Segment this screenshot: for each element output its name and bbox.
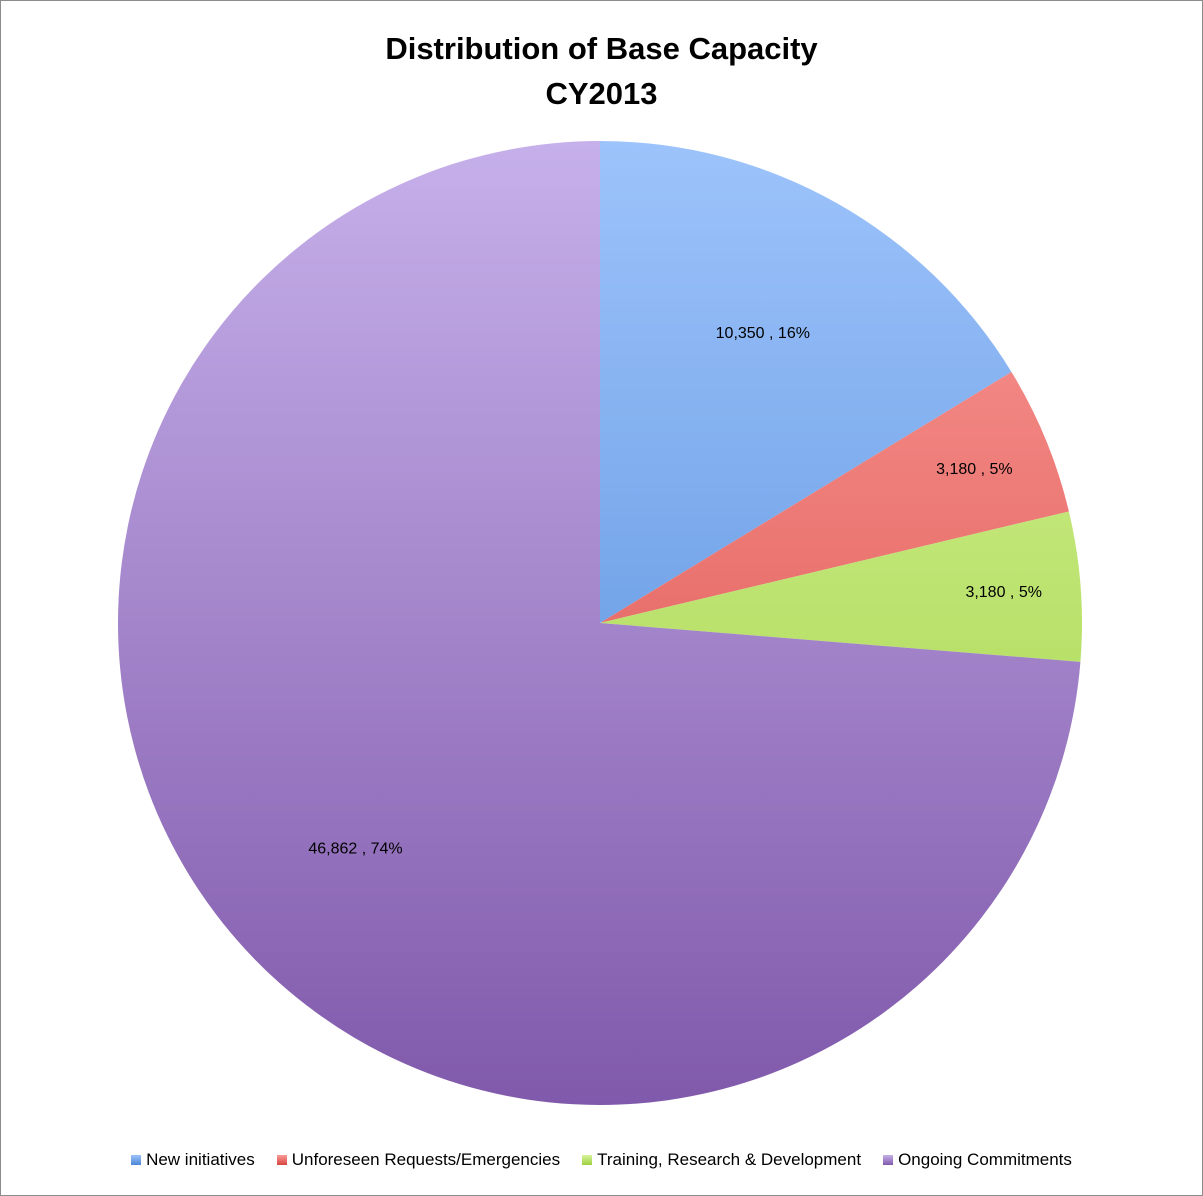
legend-item-1: New initiatives — [131, 1150, 255, 1170]
chart-title: Distribution of Base Capacity — [385, 31, 818, 66]
pie-slice-1 — [600, 141, 1012, 623]
chart-subtitle: CY2013 — [545, 76, 658, 111]
data-label-1: 10,350 , 16% — [716, 325, 810, 342]
data-label-2: 3,180 , 5% — [936, 461, 1013, 478]
legend-swatch — [131, 1155, 142, 1165]
pie-slice-4 — [118, 141, 1081, 1105]
legend-swatch — [582, 1155, 593, 1165]
legend-swatch — [276, 1155, 287, 1165]
legend-label: Unforeseen Requests/Emergencies — [291, 1150, 561, 1169]
legend-label: New initiatives — [146, 1150, 255, 1169]
data-label-3: 3,180 , 5% — [965, 584, 1042, 601]
pie-slice-3 — [600, 511, 1082, 662]
legend-label: Training, Research & Development — [597, 1150, 862, 1169]
legend-label: Ongoing Commitments — [898, 1150, 1072, 1169]
legend-swatch — [883, 1155, 894, 1165]
pie-slice-2 — [600, 371, 1069, 623]
data-label-4: 46,862 , 74% — [308, 841, 402, 858]
legend-item-3: Training, Research & Development — [582, 1150, 861, 1170]
legend-item-2: Unforeseen Requests/Emergencies — [276, 1150, 561, 1170]
legend-item-4: Ongoing Commitments — [883, 1150, 1072, 1170]
legend: New initiatives Unforeseen Requests/Emerg… — [0, 1147, 1203, 1173]
